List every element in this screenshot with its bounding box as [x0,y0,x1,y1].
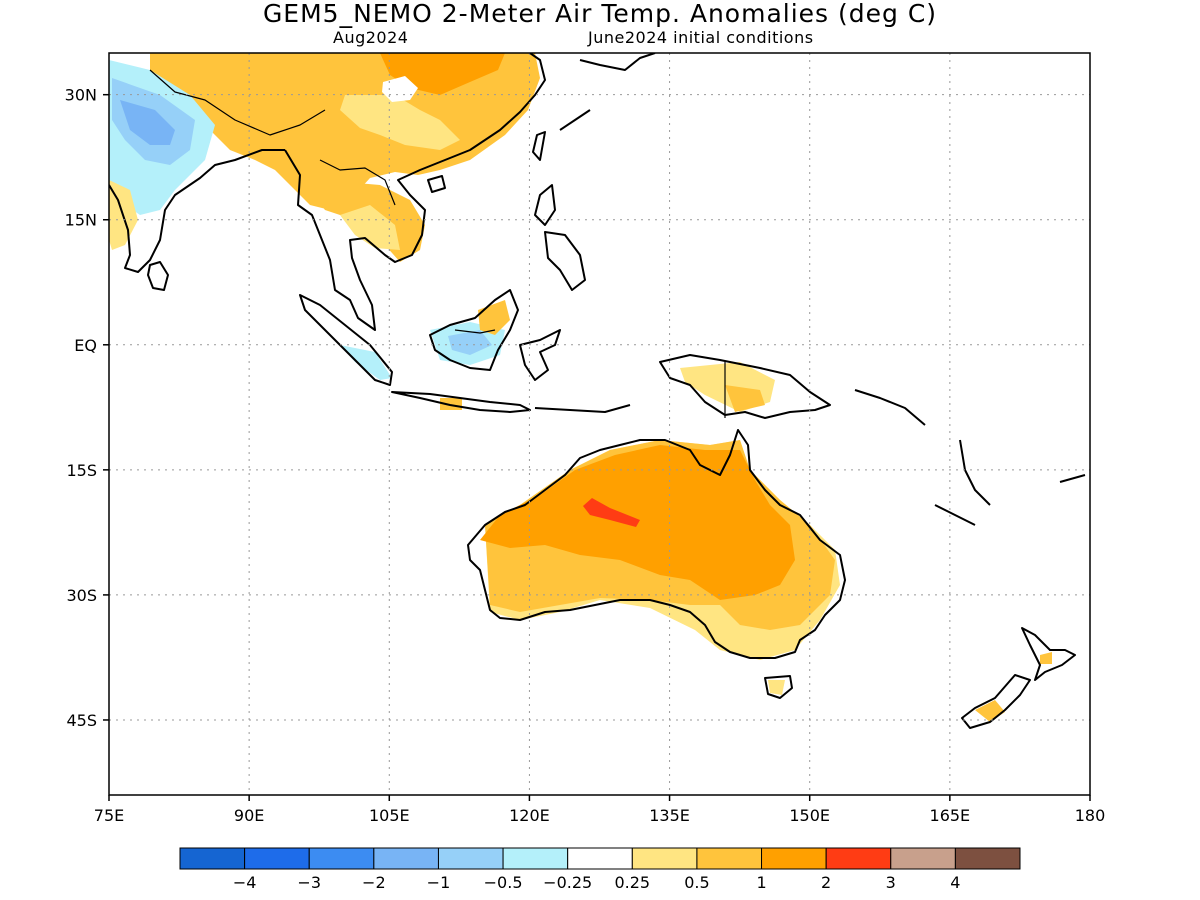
shading-tasmania [768,680,785,695]
colorbar-label: 0.25 [614,873,650,892]
shading-nz-north [1040,652,1052,664]
colorbar-swatch [373,847,439,870]
shading-sumatra-cool [340,345,392,380]
colorbar-label: 0.5 [684,873,709,892]
colorbar-swatch [179,847,246,870]
coast-solomons [854,389,926,426]
initial-conditions-label: June2024 initial conditions [588,28,814,47]
lon-tick-label: 105E [369,806,410,825]
coast-fiji [1059,474,1086,483]
latitude-axis: 30N 15N EQ 15S 30S 45S [65,86,109,730]
lon-tick-label: 120E [509,806,550,825]
lon-tick-label: 165E [930,806,971,825]
lon-tick-label: 135E [649,806,690,825]
lat-tick-label: EQ [74,336,97,355]
coast-java [391,391,531,413]
lat-tick-label: 45S [66,711,97,730]
colorbar-label: −1 [427,873,451,892]
coast-nz-north [1021,627,1076,681]
valid-month-label: Aug2024 [333,28,409,47]
colorbar-label: −0.5 [484,873,523,892]
lat-tick-label: 30S [66,586,97,605]
shading-nz [975,700,1005,722]
coast-ryukyu [559,109,591,131]
coast-india [109,149,285,273]
colorbar-swatch [954,847,1021,870]
colorbar-swatch [244,847,310,870]
colorbar: −4 −3 −2 −1 −0.5 −0.25 0.25 0.5 1 2 3 4 [179,847,1021,892]
colorbar-label: −2 [362,873,386,892]
colorbar-swatch [825,847,892,870]
coast-new-guinea [659,354,831,419]
coast-borneo [429,289,519,371]
lon-tick-label: 75E [94,806,124,825]
coast-new-caledonia [934,504,976,526]
coast-lesser-sunda [534,404,631,413]
colorbar-swatch [761,847,827,870]
colorbar-swatch [308,847,375,870]
coast-luzon [534,184,556,226]
colorbar-label: −3 [297,873,321,892]
coastlines [109,53,1086,729]
shading-australia-hot [583,498,640,527]
coast-nz-south [961,674,1031,729]
anomaly-shading [109,53,1052,722]
map-title: GEM5_NEMO 2-Meter Air Temp. Anomalies (d… [262,0,938,28]
shading-indochina-light [340,205,400,250]
plot-frame [108,52,1091,796]
colorbar-label: 4 [950,873,960,892]
colorbar-label: −4 [233,873,257,892]
shading-borneo-coolmid [448,330,492,355]
lon-tick-label: 180 [1075,806,1106,825]
coast-sumatra [299,294,393,386]
lon-tick-label: 90E [234,806,264,825]
coast-taiwan [532,131,546,161]
coast-hainan [427,175,446,193]
colorbar-swatch [631,847,698,870]
coast-sri-lanka [147,261,169,291]
coast-japan [579,53,656,71]
coast-australia [467,429,846,659]
coast-indochina [284,53,546,331]
border-indochina [319,159,396,206]
lon-tick-label: 150E [789,806,830,825]
shading-china-white [382,76,418,102]
grid-lines [109,53,1090,795]
shading-china-light [340,95,460,150]
shading-india-coolstrong [120,100,175,145]
colorbar-swatch [567,847,633,870]
lat-tick-label: 30N [65,86,97,105]
lat-tick-label: 15S [66,461,97,480]
colorbar-label: −0.25 [543,873,592,892]
colorbar-label: 2 [821,873,831,892]
shading-new-guinea-mid [725,385,765,412]
colorbar-swatch [890,847,956,870]
coast-vanuatu [959,439,991,506]
colorbar-label: 3 [886,873,896,892]
coast-philippines-south [544,231,586,291]
colorbar-swatch [437,847,504,870]
border-borneo [454,329,496,334]
colorbar-swatch [502,847,569,870]
colorbar-label: 1 [756,873,766,892]
lat-tick-label: 15N [65,211,97,230]
colorbar-swatch [696,847,763,870]
longitude-axis: 75E 90E 105E 120E 135E 150E 165E 180 [94,795,1106,825]
border-himalaya [149,69,326,136]
coast-sulawesi [519,329,561,381]
coast-tasmania [764,675,793,699]
